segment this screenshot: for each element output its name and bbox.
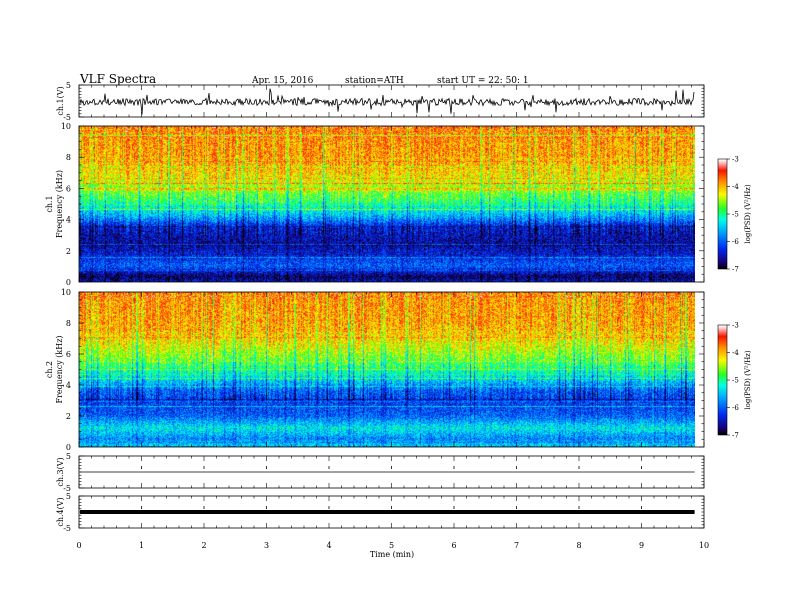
y-tick-label: 5	[66, 492, 71, 501]
y-axis-title: ch.4(V)	[56, 497, 65, 526]
y-tick-label: 8	[66, 153, 71, 162]
y-tick-label: 4	[66, 381, 71, 390]
y-tick-label: -5	[63, 484, 71, 493]
ch1-waveform-trace	[79, 88, 695, 115]
colorbar-title: log(PSD) (V²/Hz)	[744, 184, 752, 243]
ch1-spectrogram-panel: 0 2 4 6 8 10 ch.1 Frequency (kHz)	[45, 122, 705, 287]
y-axis-title: ch.3(V)	[56, 457, 65, 486]
figure-title: VLF Spectra	[79, 72, 156, 86]
x-tick-label: 10	[699, 541, 709, 550]
colorbar-tick-label: -5	[732, 377, 739, 385]
x-tick-label: 3	[264, 541, 269, 550]
colorbar-tick-label: -7	[732, 266, 739, 274]
y-axis-title: ch.1	[45, 195, 54, 212]
y-axis-title: ch.2	[45, 361, 54, 378]
colorbar-tick-label: -3	[732, 156, 739, 164]
x-tick-label: 6	[451, 541, 456, 550]
y-tick-label: -5	[63, 524, 71, 533]
date-label: Apr. 15, 2016	[251, 76, 314, 86]
y-tick-label: 10	[61, 122, 71, 131]
y-axis-title: ch.1(V)	[56, 86, 65, 115]
time-axis: 0 1 2 3 4 5 6 7 8 9 10	[76, 541, 709, 550]
x-tick-label: 2	[201, 541, 206, 550]
x-tick-label: 0	[76, 541, 81, 550]
x-tick-label: 8	[576, 541, 581, 550]
x-tick-label: 5	[389, 541, 394, 550]
x-tick-label: 4	[326, 541, 331, 550]
y-tick-label: 0	[66, 443, 71, 452]
y-tick-label: 0	[66, 278, 71, 287]
y-tick-label: 2	[66, 247, 71, 256]
y-tick-label: 8	[66, 319, 71, 328]
colorbar-tick-label: -5	[732, 211, 739, 219]
colorbar-tick-label: -7	[732, 432, 739, 440]
ch1-colorbar-gradient	[718, 159, 727, 269]
y-tick-label: 4	[66, 216, 71, 225]
colorbar-tick-label: -6	[732, 404, 739, 412]
colorbar-tick-label: -6	[732, 238, 739, 246]
ch4-waveform-panel: 5 -5ch.4(V)	[56, 492, 705, 533]
colorbar-tick-label: -3	[732, 322, 739, 330]
y-tick-label: 6	[66, 350, 71, 359]
y-tick-label: 6	[66, 184, 71, 193]
start-time-label: start UT = 22: 50: 1	[437, 76, 529, 86]
ch1-colorbar: -3 -4 -5 -6 -7 log(PSD) (V²/Hz)	[717, 156, 752, 274]
ch2-spectrogram-image	[79, 292, 695, 447]
y-axis-title: Frequency (kHz)	[55, 170, 64, 238]
colorbar-tick-label: -4	[732, 183, 739, 191]
x-tick-label: 1	[139, 541, 144, 550]
colorbar-title: log(PSD) (V²/Hz)	[744, 350, 752, 409]
x-axis-title: Time (min)	[370, 550, 414, 559]
station-label: station=ATH	[345, 76, 404, 86]
colorbar-tick-label: -4	[732, 349, 739, 357]
ch1-waveform-panel: 5 -5ch.1(V)	[56, 81, 705, 122]
y-tick-label: 2	[66, 412, 71, 421]
x-tick-label: 9	[639, 541, 644, 550]
ch2-spectrogram-panel: 0 2 4 6 8 10 ch.2 Frequency (kHz)	[45, 288, 705, 452]
y-tick-label: 5	[66, 452, 71, 461]
ch3-waveform-panel: 5 -5ch.3(V)	[56, 452, 705, 493]
ch1-spectrogram-image	[79, 126, 695, 282]
ch2-colorbar: -3 -4 -5 -6 -7 log(PSD) (V²/Hz)	[717, 322, 752, 440]
y-axis-title: Frequency (kHz)	[55, 335, 64, 403]
y-tick-label: 5	[66, 81, 71, 90]
ch2-colorbar-gradient	[718, 325, 727, 435]
x-tick-label: 7	[514, 541, 519, 550]
y-tick-label: 10	[61, 288, 71, 297]
y-tick-label: -5	[63, 113, 71, 122]
